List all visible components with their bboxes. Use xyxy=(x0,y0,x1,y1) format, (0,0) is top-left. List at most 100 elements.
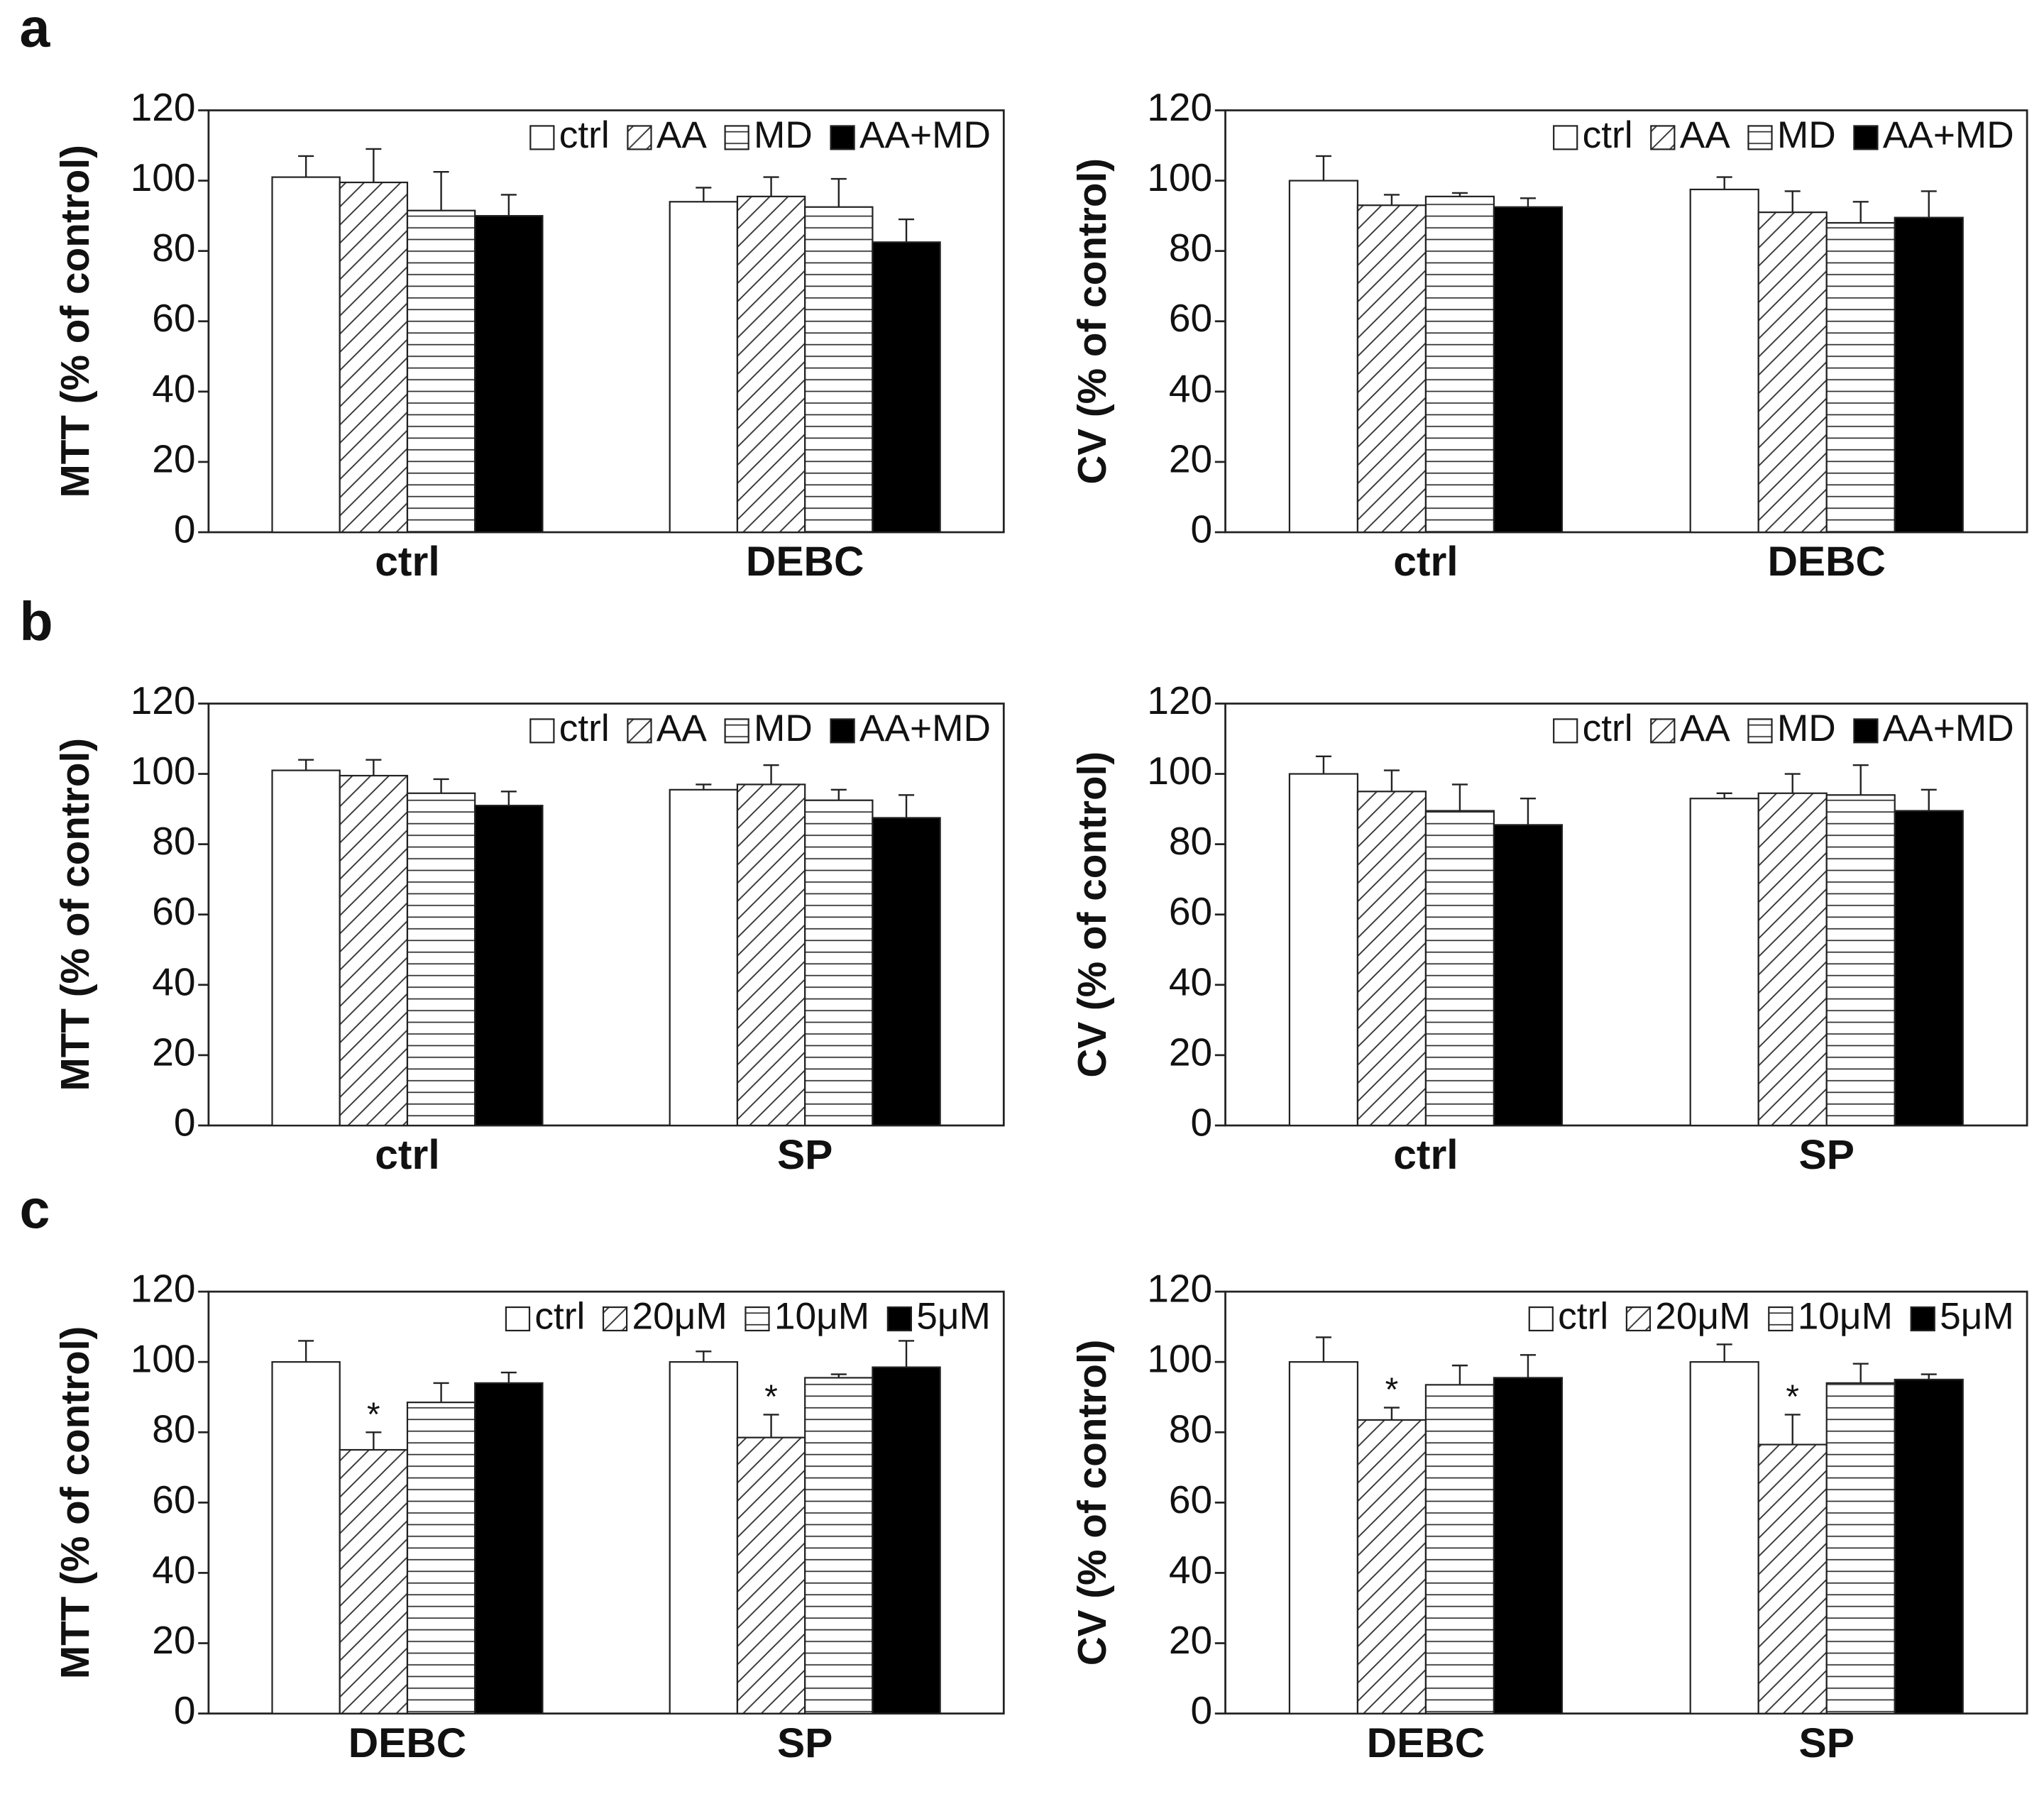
y-tick-label: 0 xyxy=(1191,1688,1213,1732)
y-tick-label: 100 xyxy=(1147,1337,1212,1381)
x-category-label: SP xyxy=(1799,1132,1855,1178)
bar xyxy=(872,241,941,534)
x-category-label: ctrl xyxy=(375,539,439,585)
x-category-label: DEBC xyxy=(1767,539,1886,585)
y-tick-label: 80 xyxy=(1169,226,1212,270)
x-category-label: SP xyxy=(777,1132,833,1178)
bar xyxy=(1356,1419,1427,1715)
bar xyxy=(1825,221,1896,534)
y-tick-label: 40 xyxy=(1169,1548,1212,1592)
bar xyxy=(804,799,874,1127)
bar xyxy=(406,209,476,534)
legend-swatch xyxy=(505,1306,531,1332)
y-tick-label: 0 xyxy=(174,507,196,551)
bar xyxy=(339,774,409,1127)
y-tick-label: 100 xyxy=(1147,155,1212,199)
legend-swatch xyxy=(744,1306,770,1332)
bar xyxy=(271,176,341,534)
legend: ctrl 20μM 10μM 5μM xyxy=(1528,1296,2014,1338)
y-tick-label: 120 xyxy=(131,678,196,722)
bar xyxy=(736,783,806,1127)
x-category-label: SP xyxy=(777,1720,833,1766)
y-tick-label: 40 xyxy=(152,366,195,410)
y-tick-label: 120 xyxy=(1147,678,1212,722)
legend-swatch xyxy=(1853,125,1879,150)
bar xyxy=(1894,1378,1964,1715)
x-category-label: ctrl xyxy=(375,1132,439,1178)
legend-swatch xyxy=(1853,718,1879,744)
legend-swatch xyxy=(1910,1306,1935,1332)
legend-swatch xyxy=(1553,718,1578,744)
bar xyxy=(474,1382,544,1715)
panel-label: a xyxy=(20,0,51,59)
legend-label: ctrl xyxy=(1558,1296,1608,1338)
y-tick-label: 80 xyxy=(1169,1407,1212,1451)
bar xyxy=(339,181,409,534)
legend-label: AA xyxy=(1680,114,1731,156)
panel-label: b xyxy=(20,591,53,652)
legend: ctrl 20μM 10μM 5μM xyxy=(505,1296,991,1337)
x-category-label: ctrl xyxy=(1393,1132,1458,1178)
bar xyxy=(1689,188,1759,534)
legend-label: ctrl xyxy=(1583,708,1633,749)
legend-label: AA+MD xyxy=(1883,114,2014,156)
y-tick-label: 60 xyxy=(152,889,195,933)
legend: ctrl AA MD AA+MD xyxy=(529,708,991,749)
bar xyxy=(804,1377,874,1715)
y-tick-label: 0 xyxy=(174,1688,196,1732)
y-axis-label: MTT (% of control) xyxy=(53,1326,98,1680)
legend-swatch xyxy=(1528,1306,1554,1332)
x-category-label: ctrl xyxy=(1393,539,1458,585)
y-tick-label: 20 xyxy=(1169,437,1212,481)
bar xyxy=(406,792,476,1127)
bar xyxy=(271,769,341,1127)
y-tick-label: 80 xyxy=(152,1407,195,1451)
bar xyxy=(1825,794,1896,1127)
y-tick-label: 60 xyxy=(152,1477,195,1521)
y-axis-label: MTT (% of control) xyxy=(53,738,98,1091)
bar xyxy=(1757,211,1828,534)
y-tick-label: 0 xyxy=(1191,1101,1213,1145)
y-tick-label: 80 xyxy=(152,819,195,863)
legend-swatch xyxy=(830,125,855,150)
x-category-label: DEBC xyxy=(1367,1720,1485,1766)
y-tick-label: 60 xyxy=(1169,889,1212,933)
y-tick-label: 20 xyxy=(1169,1618,1212,1662)
legend-swatch xyxy=(1768,1306,1793,1332)
legend-label: AA xyxy=(656,114,708,156)
legend-label: MD xyxy=(754,708,813,749)
legend-label: AA+MD xyxy=(859,114,991,156)
bar xyxy=(1757,1443,1828,1715)
bar xyxy=(1825,1382,1896,1715)
legend-swatch xyxy=(1553,125,1578,150)
y-tick-label: 20 xyxy=(1169,1030,1212,1074)
y-tick-label: 100 xyxy=(131,1337,196,1381)
legend-swatch xyxy=(1625,1306,1652,1332)
y-tick-label: 0 xyxy=(1191,507,1213,551)
legend-label: AA xyxy=(1680,708,1731,749)
y-axis-label: CV (% of control) xyxy=(1070,158,1115,485)
y-tick-label: 60 xyxy=(1169,296,1212,340)
bar xyxy=(1757,792,1828,1127)
y-tick-label: 100 xyxy=(131,749,196,793)
legend-label: 5μM xyxy=(1940,1296,2014,1338)
legend-swatch xyxy=(602,1306,628,1332)
significance-marker: * xyxy=(1786,1378,1799,1416)
legend-label: AA+MD xyxy=(859,708,991,749)
panel-label: c xyxy=(20,1179,50,1240)
bar xyxy=(669,1361,739,1715)
bar xyxy=(669,201,739,534)
legend-label: MD xyxy=(1777,708,1836,749)
bar xyxy=(474,215,544,534)
legend-swatch xyxy=(724,718,749,744)
y-tick-label: 0 xyxy=(174,1101,196,1145)
bar xyxy=(1493,824,1564,1127)
y-axis-label: CV (% of control) xyxy=(1070,752,1115,1078)
significance-marker: * xyxy=(764,1378,778,1416)
bar xyxy=(474,805,544,1127)
bar xyxy=(1493,206,1564,534)
y-tick-label: 120 xyxy=(131,85,196,129)
bar xyxy=(736,1436,806,1715)
